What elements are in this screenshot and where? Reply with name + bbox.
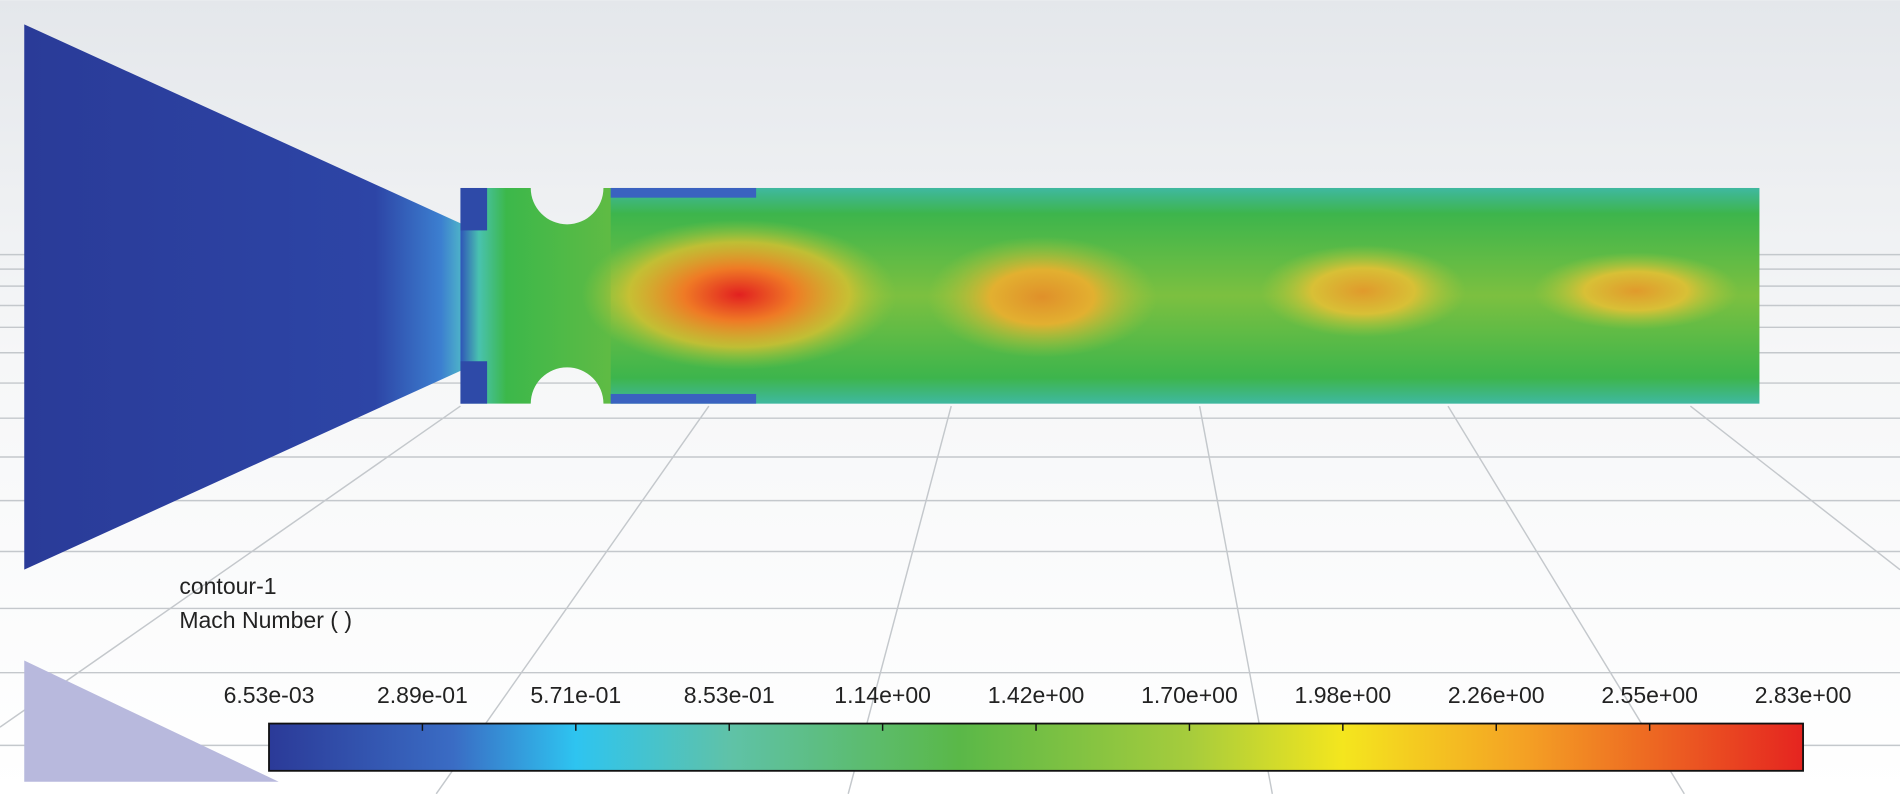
throat-corner [460,187,488,231]
shock-cell [581,219,897,370]
axis-triad [24,660,279,782]
colorbar-levels: 6.53e-03 2.89e-01 5.71e-01 8.53e-01 1.14e+00… [224,682,1852,731]
level-label: 1.42e+00 [988,682,1085,708]
shock-cell [1260,244,1467,338]
level-label: 1.14e+00 [834,682,931,708]
level-label: 2.89e-01 [377,682,468,708]
wall-layer [610,393,757,404]
legend-title: contour-1 [179,573,276,599]
level-label: 2.83e+00 [1755,682,1852,708]
colorbar [268,722,1804,772]
level-label: 2.26e+00 [1448,682,1545,708]
throat-corner [460,361,488,404]
level-label: 5.71e-01 [530,682,621,708]
wall-layer [610,187,757,198]
level-label: 8.53e-01 [684,682,775,708]
level-label: 1.70e+00 [1141,682,1238,708]
shock-cell [926,236,1158,358]
level-label: 1.98e+00 [1295,682,1392,708]
inlet-cone [24,24,463,570]
level-label: 6.53e-03 [224,682,315,708]
legend-variable: Mach Number ( ) [179,607,352,633]
throat [460,187,614,404]
level-label: 2.55e+00 [1601,682,1698,708]
shock-cell [1532,252,1739,330]
